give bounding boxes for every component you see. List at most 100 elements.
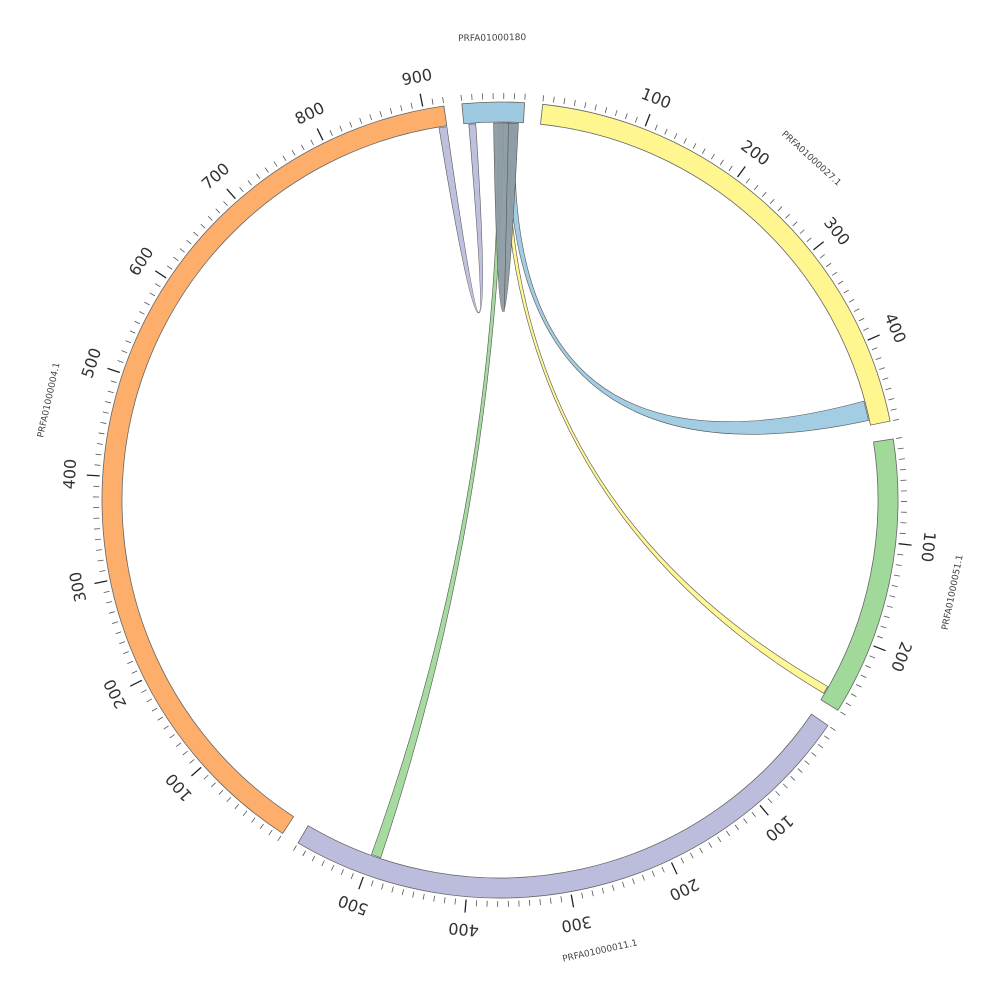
- seg-prfa01000027-tick: [693, 143, 696, 148]
- seg-prfa01000027-tick: [838, 281, 843, 284]
- seg-prfa01000004-tick: [150, 293, 155, 296]
- seg-prfa01000004-tick: [132, 671, 137, 674]
- seg-prfa01000027-tick: [826, 263, 831, 266]
- seg-prfa01000004-tick: [99, 571, 105, 572]
- seg-prfa01000004-tick: [360, 118, 362, 124]
- seg-prfa01000011-tick-label: 200: [666, 874, 702, 904]
- seg-prfa01000011-tick: [798, 769, 802, 773]
- seg-prfa01000011-tick: [612, 885, 614, 891]
- seg-prfa01000011-tick: [718, 837, 721, 842]
- seg-prfa01000004-tick: [105, 401, 111, 402]
- seg-prfa01000011-tick: [423, 894, 424, 900]
- seg-prfa01000051-tick: [865, 665, 870, 667]
- seg-prfa01000051-tick: [896, 565, 902, 566]
- seg-prfa01000027-tick: [863, 328, 868, 331]
- seg-prfa01000004-tick: [432, 99, 433, 105]
- seg-prfa01000051-tick: [898, 448, 904, 449]
- seg-prfa01000027-tick-label: 300: [820, 213, 854, 249]
- seg-prfa01000011-tick: [812, 753, 817, 757]
- seg-prfa01000027-tick: [746, 179, 750, 184]
- seg-prfa01000004-tick: [330, 130, 333, 135]
- seg-prfa01000004-tick: [100, 422, 106, 423]
- seg-prfa01000027-tick: [854, 309, 859, 312]
- seg-prfa01000004-tick: [420, 94, 423, 107]
- seg-prfa01000004-tick: [223, 201, 227, 205]
- seg-prfa01000004-tick: [311, 140, 314, 145]
- seg-prfa01000004-tick: [235, 804, 239, 809]
- seg-prfa01000011-tick: [359, 877, 363, 889]
- seg-prfa01000004-tick: [147, 699, 152, 702]
- seg-prfa01000027-tick: [876, 358, 882, 360]
- seg-prfa01000027-tick: [711, 154, 714, 159]
- seg-prfa01000004-tick: [112, 622, 118, 624]
- seg-prfa01000027-tick: [793, 222, 797, 226]
- seg-prfa01000051-tick: [873, 646, 885, 651]
- seg-prfa01000051-tick: [881, 626, 887, 628]
- seg-prfa01000004-tick: [317, 129, 323, 141]
- seg-prfa01000011-tick: [322, 860, 325, 865]
- seg-prfa01000011-tick: [681, 858, 684, 863]
- seg-prfa01000004-tick: [141, 690, 146, 693]
- seg-prfa01000004-tick-label: 900: [400, 65, 434, 90]
- seg-prfa01000004-tick-label: 800: [292, 98, 328, 129]
- seg-prfa01000027-tick: [605, 107, 607, 113]
- seg-prfa01000004-tick: [87, 475, 100, 476]
- seg-prfa01000004-tick: [252, 818, 256, 823]
- seg-prfa01000011-tick: [830, 727, 835, 730]
- seg-prfa01000004-tick-label: 200: [100, 676, 131, 712]
- seg-prfa01000004-tick: [123, 652, 129, 654]
- seg-prfa01000027-tick: [893, 419, 899, 420]
- seg-prfa01000011-tick: [760, 805, 768, 815]
- seg-prfa01000004-tick: [170, 734, 175, 738]
- seg-prfa01000027-tick: [800, 230, 804, 234]
- seg-prfa01000004-tick: [99, 433, 105, 434]
- seg-prfa01000051-tick: [889, 596, 895, 597]
- seg-prfa01000011-tick-label: 300: [560, 912, 593, 936]
- seg-prfa01000011-tick: [571, 895, 573, 908]
- seg-prfa01000011-tick: [540, 899, 541, 905]
- seg-prfa01000004-tick: [97, 444, 103, 445]
- seg-prfa01000004-tick: [155, 271, 166, 278]
- seg-prfa01000051-tick: [892, 585, 898, 586]
- seg-prfa01000011-tick-label: 500: [335, 891, 370, 919]
- seg-prfa01000004-tick: [180, 249, 185, 253]
- seg-prfa01000004-tick: [390, 108, 392, 114]
- seg-prfa01000027-tick: [891, 409, 897, 410]
- seg-prfa01000004-tick: [155, 284, 160, 287]
- seg-prfa01000011-tick: [791, 776, 795, 780]
- seg-prfa01000011-tick: [818, 744, 823, 748]
- seg-prfa01000011-tick: [776, 791, 780, 795]
- seg-prfa01000027-tick: [807, 238, 812, 242]
- seg-prfa01000004-tick: [211, 783, 215, 787]
- seg-prfa01000027-label: PRFA01000027.1: [779, 129, 842, 188]
- seg-prfa01000051-tick: [896, 438, 902, 439]
- seg-prfa01000027-arc: [541, 104, 891, 425]
- seg-prfa01000011-tick: [805, 761, 810, 765]
- seg-prfa01000004-tick: [292, 150, 295, 155]
- seg-prfa01000004-tick: [443, 97, 444, 103]
- seg-prfa01000027-tick: [729, 166, 732, 171]
- seg-prfa01000004-tick: [96, 454, 102, 455]
- seg-prfa01000004-tick: [130, 680, 142, 686]
- seg-prfa01000011-tick: [550, 898, 551, 904]
- seg-prfa01000004-tick: [243, 811, 247, 816]
- seg-prfa01000011-tick: [652, 871, 654, 877]
- seg-prfa01000027-tick: [868, 335, 880, 340]
- seg-prfa01000004-tick-label: 700: [198, 159, 233, 193]
- seg-prfa01000004-tick: [139, 312, 144, 315]
- seg-prfa01000051-tick: [899, 459, 905, 460]
- seg-prfa01000011-tick: [331, 865, 333, 870]
- seg-prfa01000004-tick: [187, 240, 192, 244]
- seg-prfa01000051-tick: [887, 606, 893, 608]
- seg-prfa01000011-tick: [632, 878, 634, 884]
- seg-prfa01000011-tick: [744, 819, 748, 824]
- seg-prfa01000027-tick: [615, 110, 617, 116]
- seg-prfa01000180-arc: [462, 102, 525, 124]
- seg-prfa01000004-tick: [183, 751, 188, 755]
- seg-prfa01000004-tick: [256, 174, 260, 179]
- seg-prfa01000004-tick: [134, 321, 139, 324]
- seg-prfa01000027-tick: [655, 125, 657, 131]
- seg-prfa01000011-tick: [303, 851, 306, 856]
- seg-prfa01000004-tick: [95, 465, 101, 466]
